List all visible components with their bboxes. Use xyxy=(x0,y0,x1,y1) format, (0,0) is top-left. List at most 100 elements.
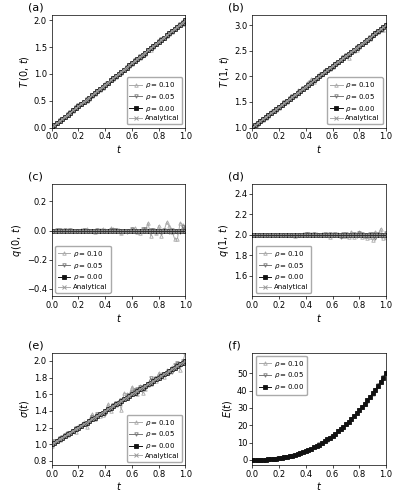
$\rho = 0.10$ xyxy=(253,457,258,463)
$\rho = 0.10$ xyxy=(90,411,94,417)
Analytical xyxy=(346,51,351,57)
Line: $\rho = 0.10$: $\rho = 0.10$ xyxy=(251,372,388,462)
Legend: $\rho = 0.10$, $\rho = 0.05$, $\rho = 0.00$, Analytical: $\rho = 0.10$, $\rho = 0.05$, $\rho = 0.… xyxy=(55,246,111,293)
Analytical xyxy=(290,94,295,100)
$\rho = 0.00$ xyxy=(180,228,185,234)
$\rho = 0.05$ xyxy=(381,232,386,238)
$\rho = 0.05$ xyxy=(90,93,94,99)
$\rho = 0.05$ xyxy=(49,228,54,234)
$\rho = 0.05$ xyxy=(341,424,345,430)
$\rho = 0.00$ xyxy=(79,101,84,107)
$\rho = 0.10$ xyxy=(138,230,142,235)
Analytical xyxy=(49,441,54,447)
Legend: $\rho = 0.10$, $\rho = 0.05$, $\rho = 0.00$, Analytical: $\rho = 0.10$, $\rho = 0.05$, $\rho = 0.… xyxy=(256,246,311,293)
$\rho = 0.05$ xyxy=(250,457,255,463)
$\rho = 0.00$ xyxy=(338,426,343,432)
$\rho = 0.00$ xyxy=(90,228,94,234)
Y-axis label: $T\,(1,\,t)$: $T\,(1,\,t)$ xyxy=(219,55,232,88)
Analytical xyxy=(79,228,84,234)
$\rho = 0.05$ xyxy=(346,50,351,56)
Legend: $\rho = 0.10$, $\rho = 0.05$, $\rho = 0.00$, Analytical: $\rho = 0.10$, $\rho = 0.05$, $\rho = 0.… xyxy=(127,415,182,462)
Analytical xyxy=(381,232,386,238)
Line: Analytical: Analytical xyxy=(50,18,187,130)
$\rho = 0.00$ xyxy=(381,24,386,30)
Analytical xyxy=(180,20,185,26)
Analytical xyxy=(90,228,94,234)
$\rho = 0.05$ xyxy=(180,358,185,364)
$\rho = 0.00$ xyxy=(290,94,295,100)
$\rho = 0.10$ xyxy=(172,236,177,242)
$\rho = 0.10$ xyxy=(79,422,84,428)
$\rho = 0.10$ xyxy=(49,442,54,448)
$\rho = 0.05$ xyxy=(384,22,388,28)
$\rho = 0.05$ xyxy=(167,229,172,235)
Y-axis label: $\sigma(t)$: $\sigma(t)$ xyxy=(18,400,31,418)
$\rho = 0.00$ xyxy=(183,358,188,364)
$\rho = 0.05$ xyxy=(293,232,298,238)
Analytical xyxy=(338,57,343,63)
Analytical xyxy=(146,228,150,234)
$\rho = 0.00$ xyxy=(290,232,295,238)
$\rho = 0.00$ xyxy=(250,124,255,130)
$\rho = 0.05$ xyxy=(178,228,183,234)
Analytical xyxy=(79,101,84,107)
$\rho = 0.10$ xyxy=(341,424,345,430)
Line: $\rho = 0.05$: $\rho = 0.05$ xyxy=(50,359,187,445)
$\rho = 0.10$ xyxy=(49,124,54,130)
Text: (d): (d) xyxy=(228,172,244,181)
$\rho = 0.00$ xyxy=(49,228,54,234)
$\rho = 0.05$ xyxy=(138,54,142,60)
$\rho = 0.10$ xyxy=(92,228,97,234)
$\rho = 0.00$ xyxy=(381,232,386,238)
Analytical xyxy=(381,24,386,30)
$\rho = 0.00$ xyxy=(384,22,388,28)
Line: $\rho = 0.10$: $\rho = 0.10$ xyxy=(251,227,388,242)
$\rho = 0.05$ xyxy=(346,232,351,238)
$\rho = 0.05$ xyxy=(79,228,84,234)
$\rho = 0.10$ xyxy=(250,232,255,238)
$\rho = 0.05$ xyxy=(279,232,284,238)
$\rho = 0.10$ xyxy=(146,220,150,226)
Line: $\rho = 0.10$: $\rho = 0.10$ xyxy=(50,220,187,241)
$\rho = 0.10$ xyxy=(338,56,343,62)
$\rho = 0.10$ xyxy=(180,222,185,228)
$\rho = 0.00$ xyxy=(183,18,188,24)
$\rho = 0.10$ xyxy=(384,370,388,376)
$\rho = 0.05$ xyxy=(384,230,388,235)
Line: $\rho = 0.10$: $\rho = 0.10$ xyxy=(251,22,388,129)
$\rho = 0.00$ xyxy=(279,455,284,461)
X-axis label: $t$: $t$ xyxy=(316,143,322,155)
$\rho = 0.10$ xyxy=(250,124,255,130)
$\rho = 0.10$ xyxy=(381,234,386,240)
$\rho = 0.10$ xyxy=(384,21,388,27)
Text: (e): (e) xyxy=(28,340,43,350)
$\rho = 0.05$ xyxy=(138,228,142,234)
$\rho = 0.00$ xyxy=(250,457,255,463)
$\rho = 0.10$ xyxy=(293,233,298,239)
Analytical xyxy=(293,232,298,238)
$\rho = 0.10$ xyxy=(295,451,300,457)
Line: $\rho = 0.05$: $\rho = 0.05$ xyxy=(50,18,187,130)
$\rho = 0.05$ xyxy=(92,90,97,96)
$\rho = 0.10$ xyxy=(293,94,298,100)
Analytical xyxy=(49,124,54,130)
Analytical xyxy=(384,232,388,238)
Y-axis label: $T\,(0,\,t)$: $T\,(0,\,t)$ xyxy=(18,55,31,88)
Line: $\rho = 0.00$: $\rho = 0.00$ xyxy=(50,18,187,129)
$\rho = 0.00$ xyxy=(338,232,343,238)
$\rho = 0.05$ xyxy=(90,414,94,420)
Analytical xyxy=(92,90,97,96)
Analytical xyxy=(183,228,188,234)
Line: Analytical: Analytical xyxy=(50,359,187,446)
$\rho = 0.05$ xyxy=(183,227,188,233)
$\rho = 0.10$ xyxy=(49,228,54,234)
Analytical xyxy=(146,48,150,54)
$\rho = 0.00$ xyxy=(279,232,284,238)
$\rho = 0.10$ xyxy=(183,17,188,23)
$\rho = 0.00$ xyxy=(138,386,142,392)
Line: $\rho = 0.00$: $\rho = 0.00$ xyxy=(50,359,187,446)
$\rho = 0.05$ xyxy=(146,47,150,53)
Analytical xyxy=(138,54,142,60)
$\rho = 0.10$ xyxy=(381,26,386,32)
$\rho = 0.05$ xyxy=(253,457,258,463)
